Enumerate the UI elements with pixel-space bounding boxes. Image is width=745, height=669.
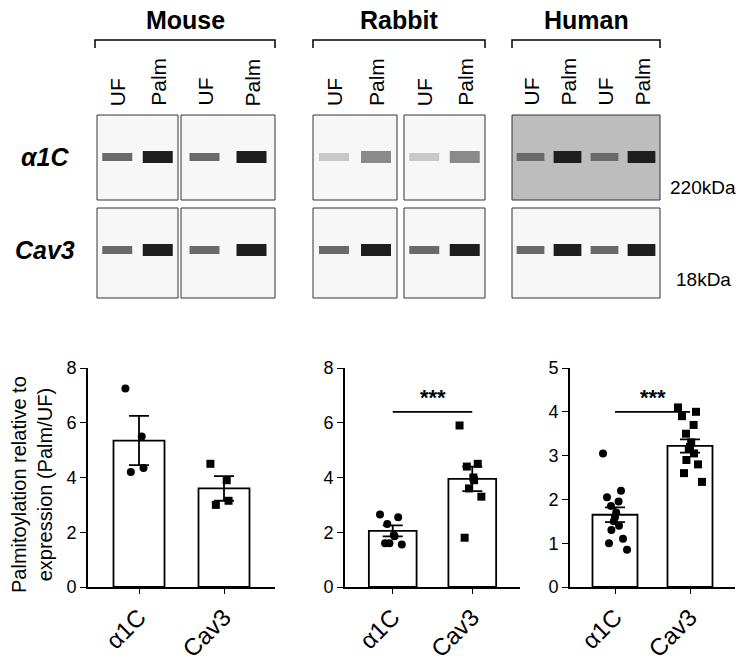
svg-text:UF: UF — [520, 78, 543, 106]
svg-text:5: 5 — [549, 358, 559, 378]
svg-text:4: 4 — [324, 468, 334, 488]
svg-text:Human: Human — [544, 6, 629, 34]
svg-text:α1C: α1C — [576, 604, 627, 655]
svg-text:220kDa: 220kDa — [670, 177, 736, 198]
svg-text:Palmitoylation relative toexpr: Palmitoylation relative toexpression (Pa… — [8, 376, 56, 593]
svg-text:Cav3: Cav3 — [426, 604, 485, 663]
svg-text:Palm: Palm — [454, 58, 477, 106]
svg-text:0: 0 — [324, 577, 334, 597]
svg-text:3: 3 — [549, 446, 559, 466]
svg-text:UF: UF — [413, 78, 436, 106]
svg-text:Rabbit: Rabbit — [360, 6, 438, 34]
svg-text:Cav3: Cav3 — [643, 604, 702, 663]
svg-text:2: 2 — [549, 490, 559, 510]
svg-text:0: 0 — [67, 577, 77, 597]
svg-text:2: 2 — [67, 523, 77, 543]
svg-text:1: 1 — [549, 534, 559, 554]
svg-text:Mouse: Mouse — [146, 6, 225, 34]
svg-text:UF: UF — [323, 78, 346, 106]
svg-text:4: 4 — [549, 402, 559, 422]
svg-text:0: 0 — [549, 577, 559, 597]
svg-text:6: 6 — [67, 413, 77, 433]
svg-text:6: 6 — [324, 413, 334, 433]
svg-text:Palm: Palm — [631, 58, 654, 106]
svg-text:Palm: Palm — [241, 59, 264, 107]
svg-text:α1C: α1C — [354, 604, 405, 655]
svg-text:Cav3: Cav3 — [177, 604, 236, 663]
svg-text:2: 2 — [324, 523, 334, 543]
svg-text:18kDa: 18kDa — [676, 269, 731, 290]
svg-text:α1C: α1C — [21, 143, 69, 171]
svg-text:Palm: Palm — [557, 58, 580, 106]
svg-text:***: *** — [420, 385, 446, 410]
svg-text:4: 4 — [67, 468, 77, 488]
svg-text:Cav3: Cav3 — [15, 236, 75, 264]
svg-text:***: *** — [640, 385, 666, 410]
svg-text:UF: UF — [594, 78, 617, 106]
svg-text:UF: UF — [106, 78, 129, 106]
svg-text:8: 8 — [324, 358, 334, 378]
svg-text:Palm: Palm — [147, 58, 170, 106]
svg-text:α1C: α1C — [100, 604, 151, 655]
svg-text:8: 8 — [67, 358, 77, 378]
svg-text:UF: UF — [194, 78, 217, 106]
svg-text:Palm: Palm — [365, 58, 388, 106]
